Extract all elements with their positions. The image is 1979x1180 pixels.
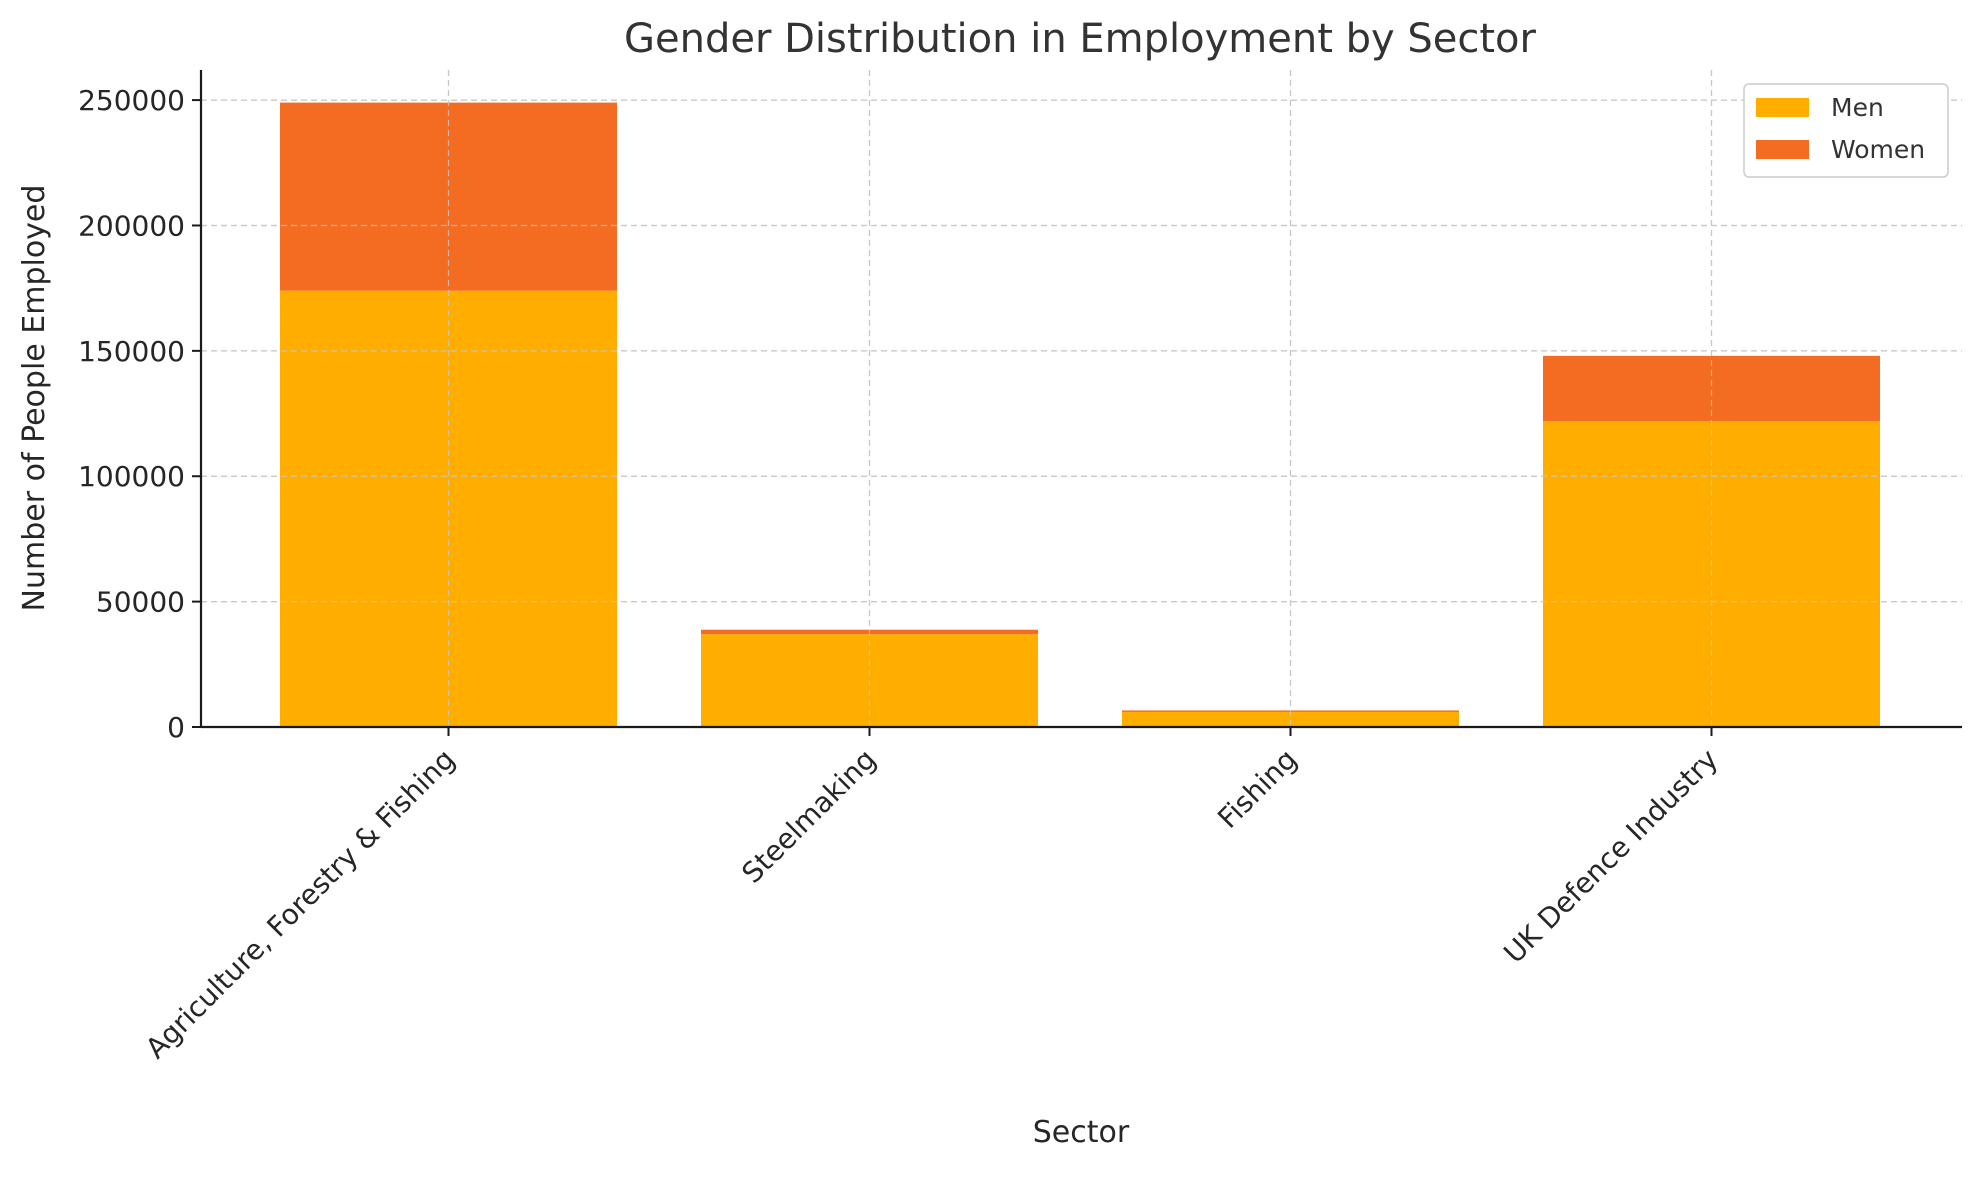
y-tick-label: 150000 bbox=[78, 335, 185, 368]
legend-label-women: Women bbox=[1831, 135, 1925, 164]
y-tick-label: 100000 bbox=[78, 460, 185, 493]
y-ticks: 0 50000 100000 150000 200000 250000 bbox=[78, 84, 201, 744]
axes bbox=[199, 70, 1962, 729]
y-tick-label: 250000 bbox=[78, 84, 185, 117]
x-axis-label: Sector bbox=[1033, 1115, 1130, 1150]
y-axis-label: Number of People Employed bbox=[17, 185, 52, 612]
x-tick-label: Agriculture, Forestry & Fishing bbox=[139, 743, 461, 1065]
legend-swatch-men bbox=[1756, 98, 1809, 117]
x-tick-label: UK Defence Industry bbox=[1497, 743, 1724, 970]
y-tick-label: 0 bbox=[167, 711, 185, 744]
x-tick-label: Steelmaking bbox=[735, 743, 882, 890]
bar-men-3 bbox=[1122, 711, 1459, 727]
legend: Men Women bbox=[1743, 83, 1949, 178]
legend-label-men: Men bbox=[1831, 93, 1884, 122]
legend-swatch-women bbox=[1756, 140, 1809, 159]
y-tick-label: 200000 bbox=[78, 209, 185, 242]
y-tick-label: 50000 bbox=[96, 586, 185, 619]
chart-title: Gender Distribution in Employment by Sec… bbox=[624, 16, 1537, 62]
x-tick-label: Fishing bbox=[1211, 743, 1303, 835]
bars bbox=[201, 70, 1962, 727]
x-ticks: Agriculture, Forestry & Fishing Steelmaki… bbox=[139, 727, 1724, 1065]
